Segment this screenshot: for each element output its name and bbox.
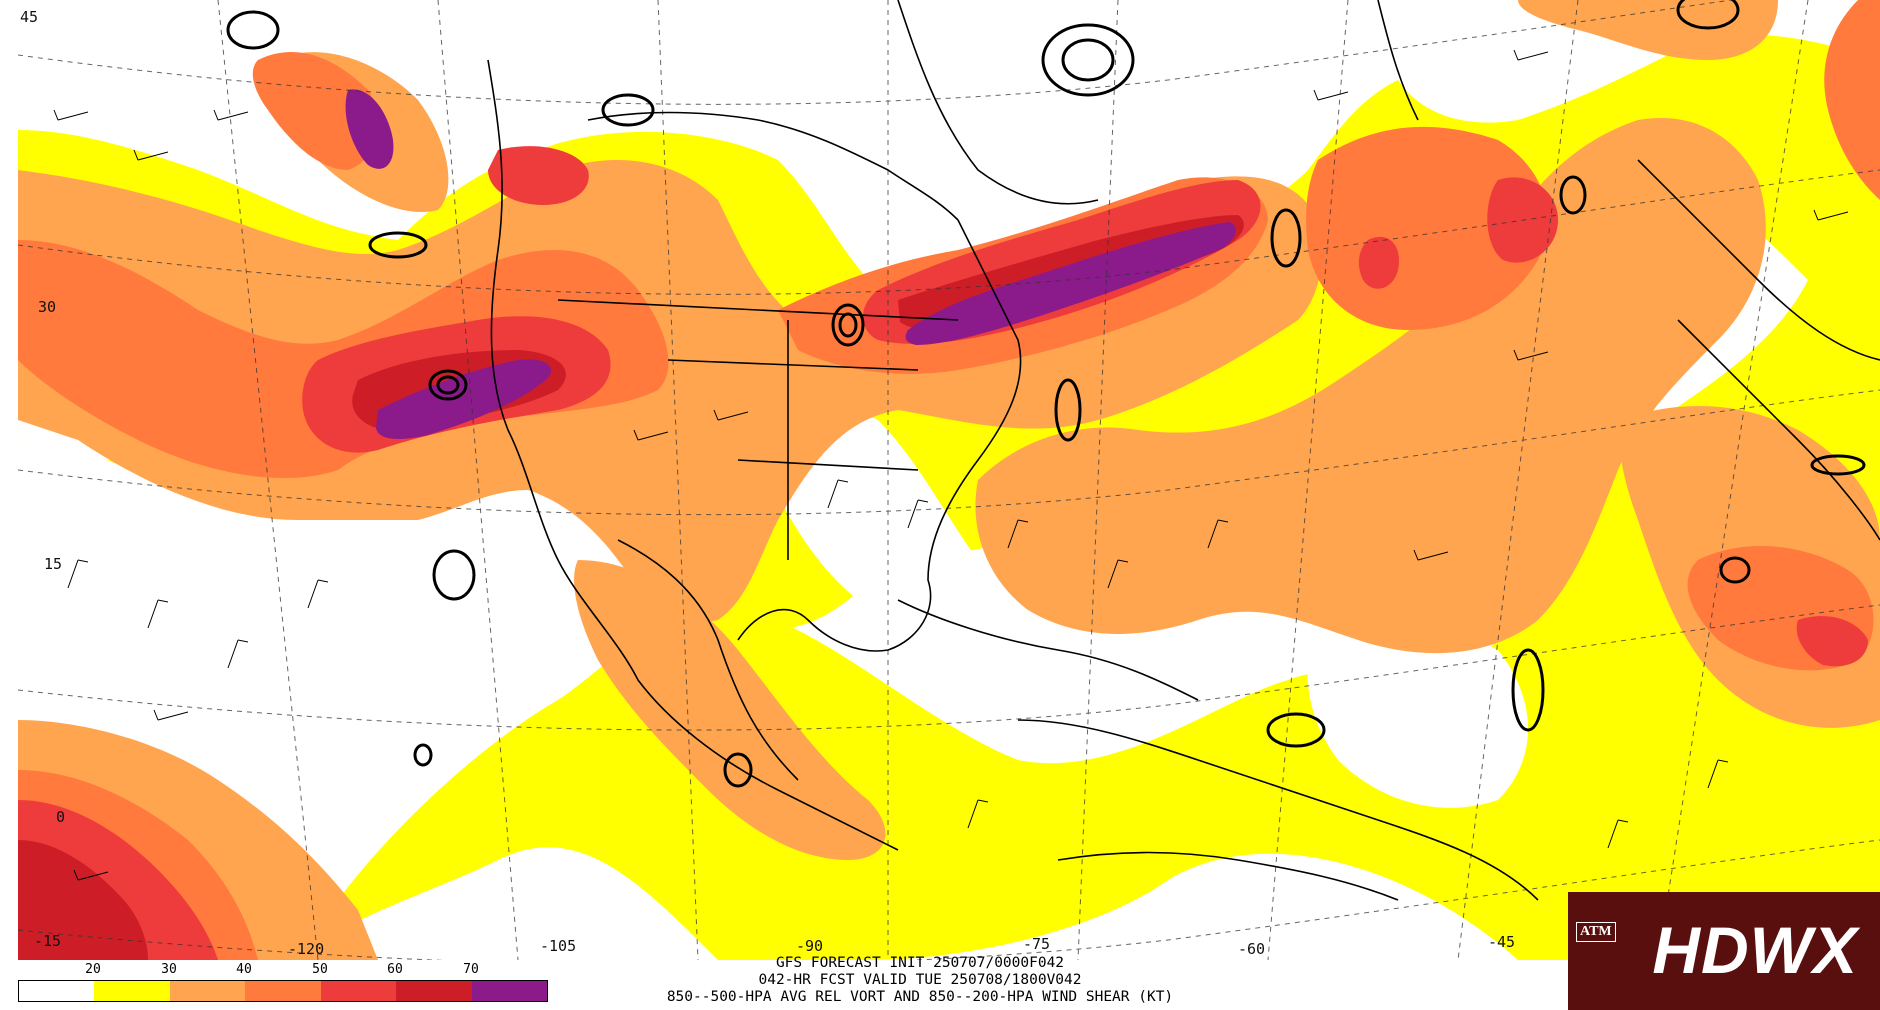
lon-label: -75: [1023, 935, 1051, 953]
legend-swatch: [396, 981, 472, 1001]
wind-barbs: [53, 49, 1849, 881]
lon-label: -60: [1238, 940, 1266, 958]
coastlines: [487, 0, 1880, 901]
lat-label: -15: [34, 932, 62, 950]
shear-map: 45 30 15 0 -15 -120 -105 -90 -75 -60 -45: [18, 0, 1880, 960]
legend-swatch: [320, 981, 397, 1001]
title-line-fields: 850--500-HPA AVG REL VORT AND 850--200-H…: [666, 989, 1174, 1005]
lon-label: -120: [288, 940, 325, 958]
atm-emblem: ATM: [1576, 922, 1616, 942]
lat-label: 0: [56, 808, 66, 826]
legend-swatch: [471, 981, 547, 1001]
vorticity-contours: [226, 0, 1866, 788]
forecast-title: GFS FORECAST INIT 250707/0000F042 042-HR…: [560, 955, 1280, 1006]
legend-tick: 70: [463, 962, 479, 977]
legend-tick: 30: [161, 962, 177, 977]
title-line-valid: 042-HR FCST VALID TUE 250708/1800V042: [758, 972, 1082, 988]
title-line-init: GFS FORECAST INIT 250707/0000F042: [775, 955, 1065, 971]
hdwx-logo: ATM HDWX: [1568, 892, 1880, 1010]
legend-swatch: [245, 981, 321, 1001]
legend-tick: 60: [387, 962, 403, 977]
lon-label: -90: [796, 937, 824, 955]
lon-label: -45: [1488, 933, 1516, 951]
legend-swatch: [94, 981, 170, 1001]
lat-label: 45: [20, 8, 39, 26]
lon-label: -105: [540, 937, 577, 955]
legend-color-bar: [18, 980, 548, 1002]
legend-swatch: [19, 981, 95, 1001]
lat-label: 15: [44, 555, 63, 573]
lat-label: 30: [38, 298, 57, 316]
lat-lon-grid: [18, 0, 1880, 960]
shading-purple: [345, 89, 1236, 440]
logo-text: HDWX: [1652, 913, 1858, 987]
legend-tick: 40: [236, 962, 252, 977]
map-canvas: [18, 0, 1880, 960]
shear-color-legend: 20 30 40 50 60 70: [18, 962, 548, 1002]
legend-tick: 50: [312, 962, 328, 977]
legend-swatch: [169, 981, 246, 1001]
legend-tick: 20: [85, 962, 101, 977]
